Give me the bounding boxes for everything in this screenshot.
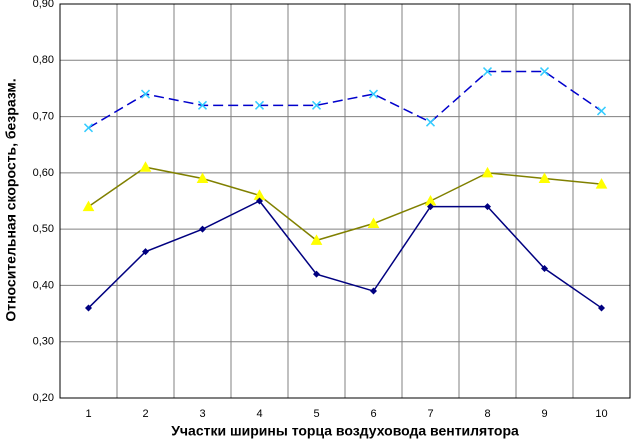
marker: [541, 265, 548, 273]
x-tick-label: 3: [199, 408, 205, 420]
x-tick-label: 2: [142, 408, 148, 420]
marker: [538, 172, 551, 183]
y-tick-label: 0,50: [33, 223, 54, 235]
x-axis-title: Участки ширины торца воздуховода вентиля…: [171, 423, 519, 439]
series-line: [88, 70, 602, 129]
x-tick-label: 5: [313, 408, 319, 420]
y-tick-label: 0,90: [33, 0, 54, 10]
marker: [139, 161, 152, 172]
marker: [484, 203, 491, 211]
marker: [427, 203, 434, 211]
marker: [85, 304, 92, 312]
y-axis-title: Относительная скорость, безразм.: [3, 78, 19, 321]
marker: [370, 287, 377, 295]
x-tick-label: 10: [595, 408, 607, 420]
x-tick-label: 6: [370, 408, 376, 420]
marker: [425, 117, 436, 127]
marker: [82, 200, 95, 212]
series-line: [87, 200, 602, 309]
y-tick-label: 0,40: [33, 279, 54, 291]
marker: [199, 225, 206, 233]
marker: [254, 100, 265, 110]
marker: [313, 270, 320, 278]
y-tick-label: 0,60: [33, 167, 54, 179]
marker: [83, 123, 94, 133]
marker: [142, 248, 149, 256]
marker: [539, 67, 550, 77]
series-line: [88, 166, 602, 242]
marker: [482, 67, 493, 77]
plot-border: [59, 3, 631, 399]
x-tick-label: 8: [484, 408, 490, 420]
y-tick-label: 0,80: [33, 54, 54, 66]
marker: [310, 234, 323, 245]
marker: [596, 106, 607, 116]
marker: [197, 100, 208, 110]
y-tick-label: 0,30: [33, 336, 54, 348]
x-tick-label: 9: [541, 408, 547, 420]
marker: [140, 89, 151, 99]
x-tick-label: 1: [85, 408, 91, 420]
marker: [595, 178, 608, 189]
marker: [256, 197, 263, 205]
marker: [367, 217, 380, 229]
y-tick-label: 0,20: [33, 392, 54, 404]
x-tick-label: 4: [256, 408, 262, 420]
marker: [598, 304, 605, 312]
x-tick-label: 7: [427, 408, 433, 420]
marker: [196, 172, 209, 183]
marker: [481, 166, 494, 178]
marker: [368, 89, 379, 99]
y-tick-label: 0,70: [33, 110, 54, 122]
marker: [311, 100, 322, 110]
